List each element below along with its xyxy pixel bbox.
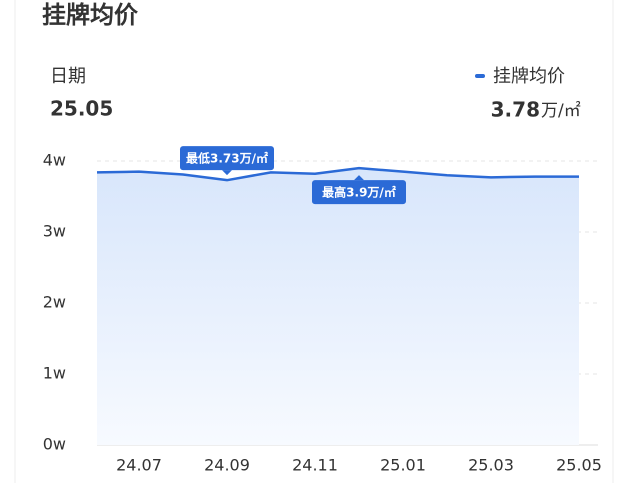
annotation-pointer	[354, 175, 364, 181]
y-tick-label: 4w	[43, 151, 66, 170]
annotation: 最低3.73万/㎡	[180, 146, 274, 176]
legend-swatch	[475, 74, 485, 78]
y-tick-label: 1w	[43, 364, 66, 383]
annotation-box	[312, 180, 406, 205]
annotation-label: 最高3.9万/㎡	[322, 185, 396, 200]
y-tick-label: 2w	[43, 293, 66, 312]
date-label: 日期	[50, 66, 86, 87]
current-unit: 万/㎡	[541, 101, 581, 121]
annotation-box	[180, 146, 274, 171]
y-tick-label: 3w	[43, 222, 66, 241]
x-tick-label: 25.01	[380, 456, 426, 475]
annotation-label: 最低3.73万/㎡	[186, 151, 268, 166]
x-tick-label: 24.07	[116, 456, 162, 475]
legend-label: 挂牌均价	[493, 66, 565, 87]
annotation-pointer	[222, 170, 232, 176]
date-value: 25.05	[50, 97, 113, 121]
x-tick-label: 24.09	[204, 456, 250, 475]
line	[96, 166, 579, 182]
area	[97, 168, 579, 445]
x-tick-label: 24.11	[292, 456, 338, 475]
x-tick-label: 25.05	[556, 456, 602, 475]
annotation: 最高3.9万/㎡	[312, 175, 406, 205]
current-value: 3.78	[491, 98, 540, 122]
y-tick-label: 0w	[43, 435, 66, 454]
x-tick-label: 25.03	[468, 456, 514, 475]
chart-title: 挂牌均价	[42, 1, 139, 29]
